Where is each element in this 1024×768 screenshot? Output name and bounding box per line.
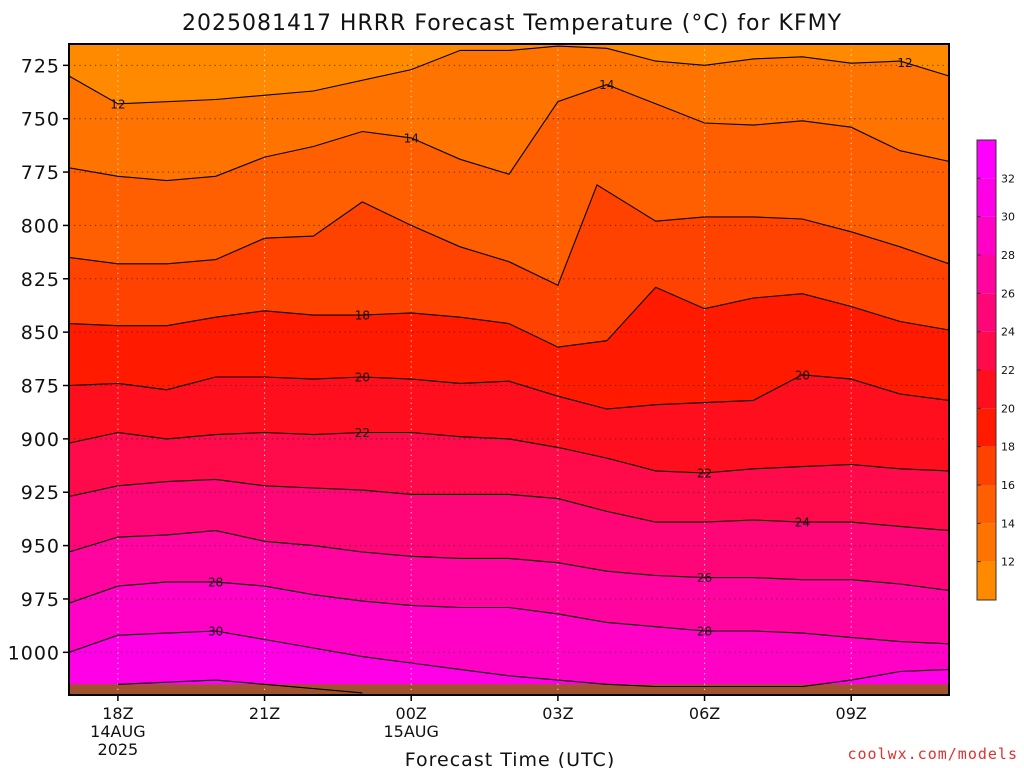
y-tick-label-825: 825 xyxy=(21,269,60,291)
x-tick-label-06Z: 06Z xyxy=(689,704,720,723)
colorbar-label-26: 26 xyxy=(1001,287,1015,300)
contour-label-28: 28 xyxy=(208,575,223,589)
contour-label-28: 28 xyxy=(697,624,712,638)
y-tick-label-800: 800 xyxy=(21,215,60,237)
contour-label-22: 22 xyxy=(355,426,370,440)
x-tick-sublabel: 15AUG xyxy=(384,722,439,741)
colorbar-segment xyxy=(977,140,996,179)
x-tick-label-18Z: 18Z xyxy=(102,704,133,723)
colorbar-label-32: 32 xyxy=(1001,172,1015,185)
x-axis-title: Forecast Time (UTC) xyxy=(405,749,615,768)
x-tick-label-03Z: 03Z xyxy=(542,704,573,723)
plot-area: 12 12 14 14 18 20 20 22 22 24 26 28 28 30 xyxy=(68,43,950,696)
x-tick-sublabel: 2025 xyxy=(98,740,139,759)
contour-label-20: 20 xyxy=(355,370,370,384)
band-above-30 xyxy=(69,631,949,695)
surface-ground xyxy=(69,684,949,695)
contour-label-12: 12 xyxy=(110,97,125,111)
colorbar-segment xyxy=(977,255,996,294)
contour-label-24: 24 xyxy=(795,516,810,530)
y-tick-label-875: 875 xyxy=(21,376,60,398)
y-tick-label-925: 925 xyxy=(21,482,60,504)
contour-line-28 xyxy=(68,581,950,645)
y-tick-label-975: 975 xyxy=(21,589,60,611)
colorbar-segment xyxy=(977,523,996,562)
contour-label-20: 20 xyxy=(795,368,810,382)
y-tick-label-725: 725 xyxy=(21,55,60,77)
contour-label-14: 14 xyxy=(404,131,419,145)
x-tick-label-21Z: 21Z xyxy=(249,704,280,723)
colorbar-label-16: 16 xyxy=(1001,479,1015,492)
contour-label-18: 18 xyxy=(355,309,370,323)
contour-label-30: 30 xyxy=(208,624,223,638)
y-tick-label-950: 950 xyxy=(21,536,60,558)
contour-lines: 12 12 14 14 18 20 20 22 22 24 26 28 28 30 xyxy=(68,45,950,694)
colorbar-label-22: 22 xyxy=(1001,364,1015,377)
contour-label-14: 14 xyxy=(599,78,614,92)
contour-line-22 xyxy=(68,431,950,474)
colorbar-segment xyxy=(977,216,996,255)
colorbar: 12 14 16 18 20 22 24 26 28 30 32 xyxy=(976,139,1015,601)
colorbar-label-18: 18 xyxy=(1001,441,1015,454)
contour-label-12: 12 xyxy=(897,56,912,70)
y-tick-label-900: 900 xyxy=(21,429,60,451)
colorbar-label-20: 20 xyxy=(1001,402,1015,415)
x-tick-label-00Z: 00Z xyxy=(396,704,427,723)
colorbar-segment xyxy=(977,408,996,447)
contour-line-12 xyxy=(68,45,950,105)
colorbar-label-28: 28 xyxy=(1001,249,1015,262)
contour-line-18 xyxy=(68,286,950,348)
contour-line-32 xyxy=(117,679,363,694)
grid xyxy=(69,44,949,695)
y-tick-label-750: 750 xyxy=(21,109,60,131)
y-tick-label-1000: 1000 xyxy=(8,642,60,664)
contour-label-26: 26 xyxy=(697,571,712,585)
y-tick-label-775: 775 xyxy=(21,162,60,184)
y-axis: 725 750 775 800 825 850 875 900 925 950 975 1000 xyxy=(8,55,69,664)
colorbar-label-12: 12 xyxy=(1001,556,1015,569)
colorbar-segment xyxy=(977,331,996,370)
colorbar-segment xyxy=(977,446,996,485)
contour-line-14 xyxy=(68,84,950,182)
contour-line-24 xyxy=(68,478,950,532)
colorbar-label-24: 24 xyxy=(1001,326,1015,339)
colorbar-label-14: 14 xyxy=(1001,517,1015,530)
colorbar-label-30: 30 xyxy=(1001,211,1015,224)
contour-line-20 xyxy=(68,374,950,410)
contour-fill xyxy=(69,44,949,695)
x-tick-sublabel: 14AUG xyxy=(90,722,145,741)
y-tick-label-850: 850 xyxy=(21,322,60,344)
credit-text: coolwx.com/models xyxy=(847,745,1018,763)
colorbar-segment xyxy=(977,485,996,524)
contour-line-26 xyxy=(68,530,950,591)
contour-line-16 xyxy=(68,184,950,286)
colorbar-segment xyxy=(977,370,996,409)
x-tick-label-09Z: 09Z xyxy=(836,704,867,723)
colorbar-segment xyxy=(977,178,996,217)
chart-title: 2025081417 HRRR Forecast Temperature (°C… xyxy=(182,11,842,36)
contour-line-30 xyxy=(68,630,950,688)
plot-frame xyxy=(68,43,950,696)
contour-label-22: 22 xyxy=(697,467,712,481)
colorbar-segment xyxy=(977,561,996,600)
colorbar-segment xyxy=(977,293,996,332)
